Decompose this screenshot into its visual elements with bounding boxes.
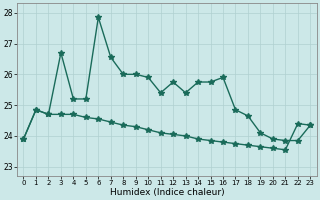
X-axis label: Humidex (Indice chaleur): Humidex (Indice chaleur) (109, 188, 224, 197)
